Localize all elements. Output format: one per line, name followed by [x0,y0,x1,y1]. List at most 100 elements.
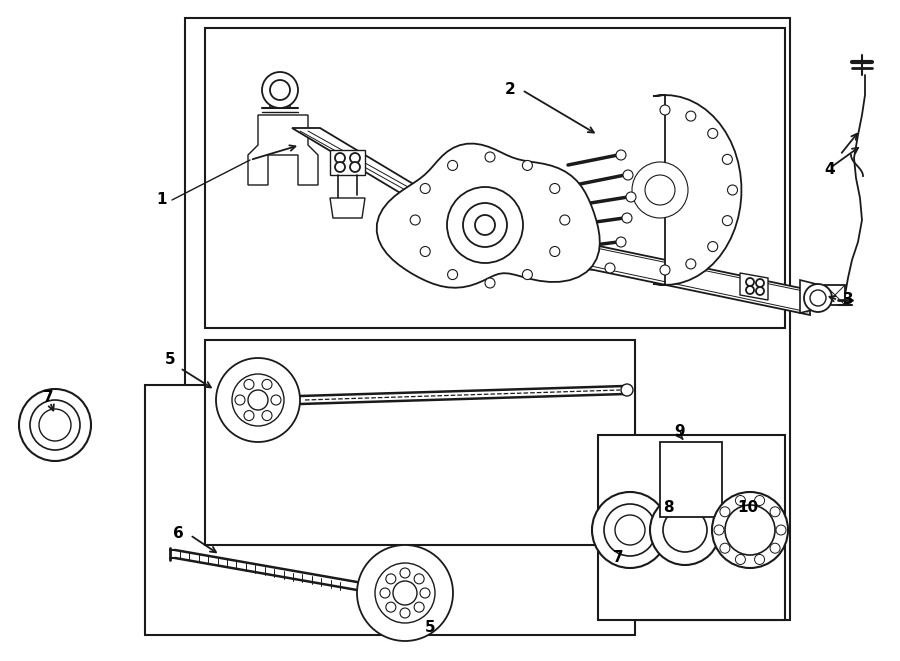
Circle shape [447,270,457,280]
Circle shape [447,161,457,171]
Circle shape [335,162,345,172]
Text: 5: 5 [425,621,436,635]
Circle shape [560,215,570,225]
Polygon shape [740,273,768,300]
Circle shape [604,504,656,556]
Circle shape [626,192,636,202]
Polygon shape [653,95,742,285]
Circle shape [712,492,788,568]
Circle shape [660,105,670,115]
Text: 5: 5 [165,352,176,368]
Circle shape [770,507,780,517]
Circle shape [808,297,818,307]
Circle shape [754,496,765,506]
Text: 7: 7 [613,551,624,566]
Polygon shape [205,340,635,545]
Text: 4: 4 [824,163,835,178]
Polygon shape [570,240,810,315]
Circle shape [400,568,410,578]
Circle shape [357,545,453,641]
Circle shape [350,162,360,172]
Bar [660,442,722,517]
Text: 7: 7 [42,391,53,405]
Circle shape [386,574,396,584]
Circle shape [463,203,507,247]
Circle shape [386,602,396,612]
Circle shape [735,496,745,506]
Circle shape [756,287,764,295]
Circle shape [621,384,633,396]
Circle shape [727,185,737,195]
Circle shape [605,263,615,273]
Circle shape [475,215,495,235]
Circle shape [248,390,268,410]
Polygon shape [330,150,365,175]
Circle shape [735,555,745,564]
Circle shape [410,215,420,225]
Circle shape [707,241,717,252]
Circle shape [262,379,272,389]
Circle shape [232,374,284,426]
Polygon shape [205,28,785,328]
Polygon shape [377,143,599,288]
Circle shape [244,379,254,389]
Circle shape [335,153,345,163]
Circle shape [262,410,272,420]
Circle shape [485,278,495,288]
Circle shape [380,588,390,598]
Circle shape [686,111,696,121]
Circle shape [485,152,495,162]
Polygon shape [330,198,365,218]
Circle shape [262,72,298,108]
Circle shape [808,286,818,296]
Text: 8: 8 [662,500,673,514]
Circle shape [420,247,430,256]
Circle shape [720,507,730,517]
Circle shape [714,525,724,535]
Circle shape [810,290,826,306]
Circle shape [723,155,733,165]
Text: 2: 2 [505,83,516,98]
Circle shape [725,505,775,555]
Circle shape [550,184,560,194]
Circle shape [660,265,670,275]
Circle shape [720,543,730,553]
Circle shape [270,80,290,100]
Circle shape [686,259,696,269]
Circle shape [650,495,720,565]
Circle shape [746,278,754,286]
Circle shape [770,543,780,553]
Circle shape [244,410,254,420]
Circle shape [550,247,560,256]
Circle shape [447,187,523,263]
Circle shape [522,161,533,171]
Circle shape [420,588,430,598]
Text: 10: 10 [737,500,759,514]
Polygon shape [145,385,635,635]
Circle shape [756,279,764,287]
Text: 9: 9 [675,424,685,440]
Circle shape [663,508,707,552]
Text: 6: 6 [173,525,184,541]
Circle shape [19,389,91,461]
Circle shape [393,581,417,605]
Polygon shape [825,285,845,305]
Text: 3: 3 [842,293,853,307]
Text: 1: 1 [157,192,167,208]
Circle shape [414,602,424,612]
Circle shape [420,184,430,194]
Polygon shape [800,280,830,313]
Circle shape [804,284,832,312]
Circle shape [375,563,435,623]
Circle shape [30,400,80,450]
Circle shape [616,237,626,247]
Circle shape [623,170,633,180]
Circle shape [776,525,786,535]
Circle shape [350,153,360,163]
Circle shape [616,150,626,160]
Circle shape [746,286,754,294]
Polygon shape [598,435,785,620]
Polygon shape [248,115,318,185]
Circle shape [754,555,765,564]
Circle shape [723,215,733,225]
